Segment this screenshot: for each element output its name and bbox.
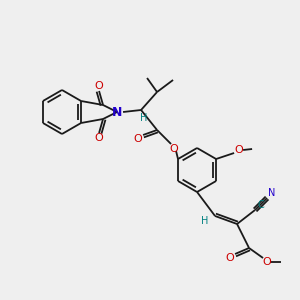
Text: O: O bbox=[226, 253, 234, 263]
Text: N: N bbox=[268, 188, 276, 198]
Text: O: O bbox=[95, 81, 103, 91]
Text: C: C bbox=[258, 200, 264, 210]
Text: O: O bbox=[263, 257, 272, 267]
Text: H: H bbox=[140, 113, 148, 123]
Text: O: O bbox=[134, 134, 142, 144]
Text: O: O bbox=[170, 144, 178, 154]
Text: O: O bbox=[95, 133, 103, 143]
Text: H: H bbox=[201, 216, 209, 226]
Text: N: N bbox=[112, 106, 122, 118]
Text: O: O bbox=[235, 145, 244, 155]
